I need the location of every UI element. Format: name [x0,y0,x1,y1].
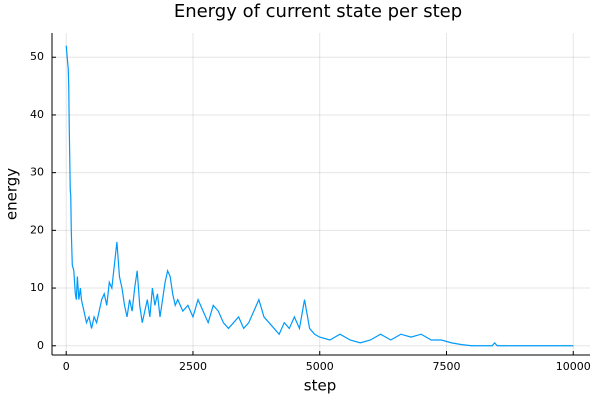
y-tick-label: 30 [30,166,44,179]
data-line [65,45,574,347]
y-tick-label: 10 [30,281,44,294]
y-tick-label: 0 [37,339,44,352]
x-tick-label: 10000 [556,360,591,373]
x-axis-label: step [304,377,336,395]
y-axis-label: energy [3,168,21,220]
chart-title: Energy of current state per step [174,1,462,22]
grid [52,33,590,355]
y-tick-label: 50 [30,50,44,63]
plot-area [65,45,574,347]
y-tick-label: 20 [30,223,44,236]
x-tick-label: 7500 [432,360,460,373]
x-tick-label: 5000 [306,360,334,373]
y-tick-label: 40 [30,108,44,121]
x-tick-label: 2500 [179,360,207,373]
x-tick-label: 0 [63,360,70,373]
